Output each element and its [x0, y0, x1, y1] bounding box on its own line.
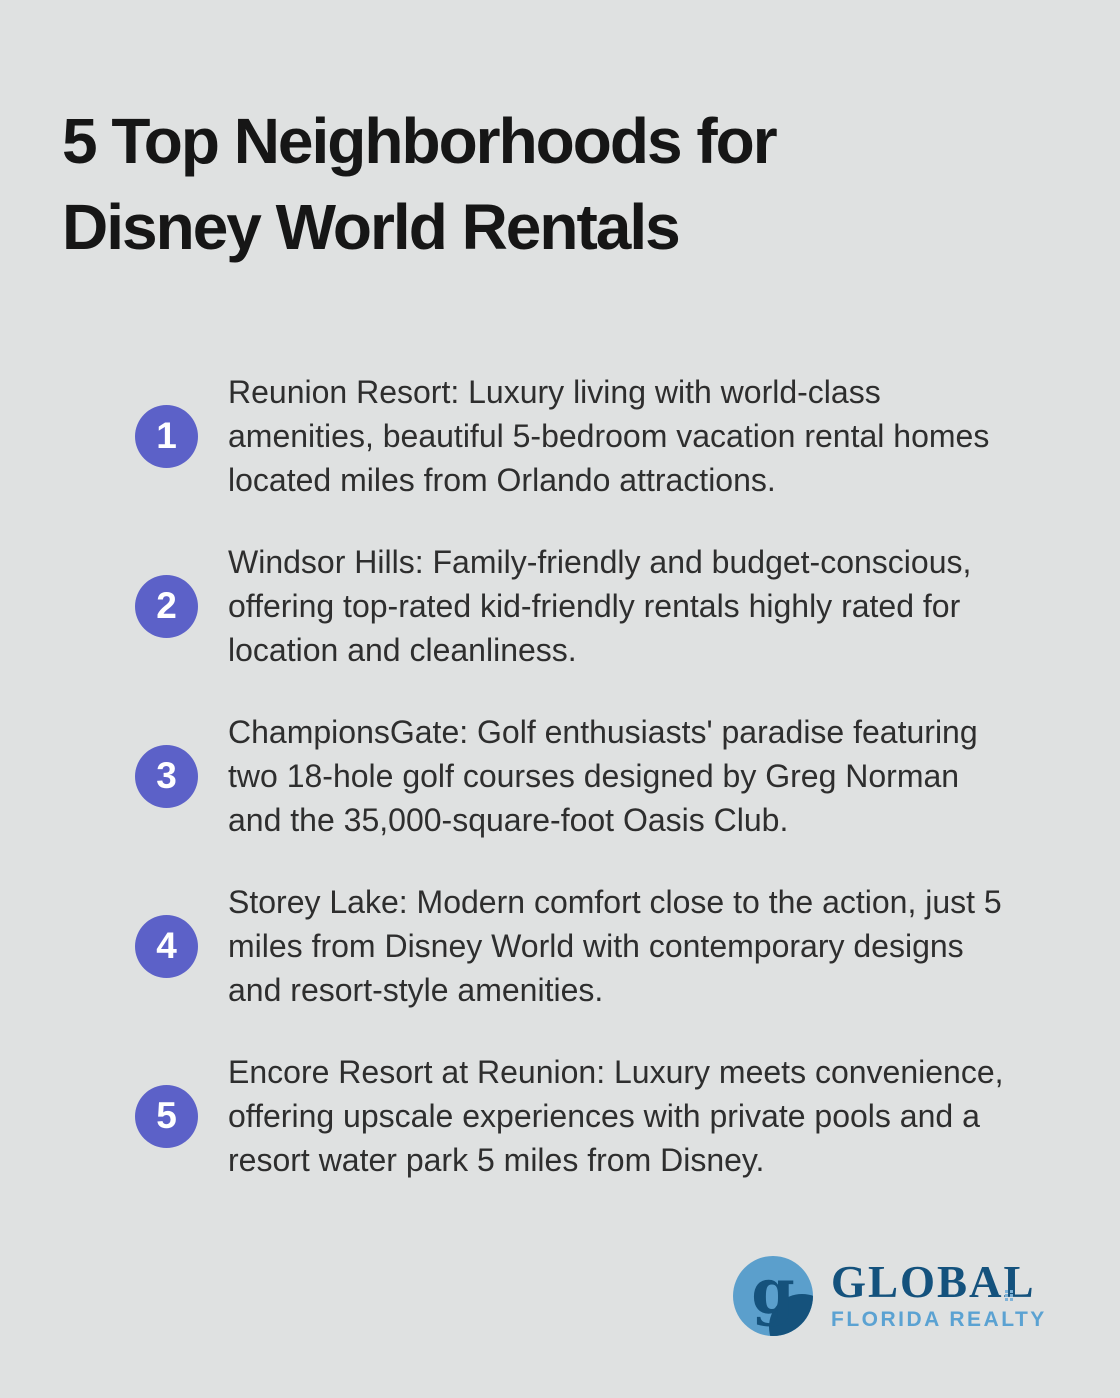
number-badge: 5	[135, 1084, 198, 1148]
number-badge: 4	[135, 914, 198, 978]
badge-number: 2	[156, 585, 177, 626]
list-item-text: Encore Resort at Reunion: Luxury meets c…	[228, 1054, 1004, 1178]
neighborhood-list: 1 Reunion Resort: Luxury living with wor…	[135, 370, 1055, 1220]
logo-circle-icon: g	[733, 1256, 813, 1336]
list-item: 5 Encore Resort at Reunion: Luxury meets…	[135, 1050, 1055, 1182]
list-item: 2 Windsor Hills: Family-friendly and bud…	[135, 540, 1055, 672]
badge-number: 3	[156, 755, 177, 796]
badge-number: 1	[156, 415, 177, 456]
logo-text: GLOBAL FLORIDA REALTY	[831, 1257, 1047, 1331]
list-item-text: Storey Lake: Modern comfort close to the…	[228, 884, 1002, 1008]
page-title-line1: 5 Top Neighborhoods for	[62, 105, 778, 177]
page-title: 5 Top Neighborhoods for Disney World Ren…	[62, 98, 1042, 270]
house-windows-icon	[1005, 1290, 1008, 1293]
list-item-text: Windsor Hills: Family-friendly and budge…	[228, 544, 972, 668]
badge-number: 5	[156, 1095, 177, 1136]
number-badge: 3	[135, 744, 198, 808]
g-monogram-icon: g	[751, 1256, 795, 1328]
global-florida-realty-logo: g GLOBAL FLORIDA REALTY	[733, 1256, 1047, 1336]
logo-brand-name: GLOBAL	[831, 1257, 1036, 1307]
list-item: 3 ChampionsGate: Golf enthusiasts' parad…	[135, 710, 1055, 842]
number-badge: 2	[135, 574, 198, 638]
number-badge: 1	[135, 404, 198, 468]
list-item-text: Reunion Resort: Luxury living with world…	[228, 374, 990, 498]
list-item: 4 Storey Lake: Modern comfort close to t…	[135, 880, 1055, 1012]
page-title-line2: Disney World Rentals	[62, 191, 681, 263]
list-item-text: ChampionsGate: Golf enthusiasts' paradis…	[228, 714, 978, 838]
logo-brand-subtitle: FLORIDA REALTY	[831, 1308, 1047, 1331]
badge-number: 4	[156, 925, 177, 966]
list-item: 1 Reunion Resort: Luxury living with wor…	[135, 370, 1055, 502]
